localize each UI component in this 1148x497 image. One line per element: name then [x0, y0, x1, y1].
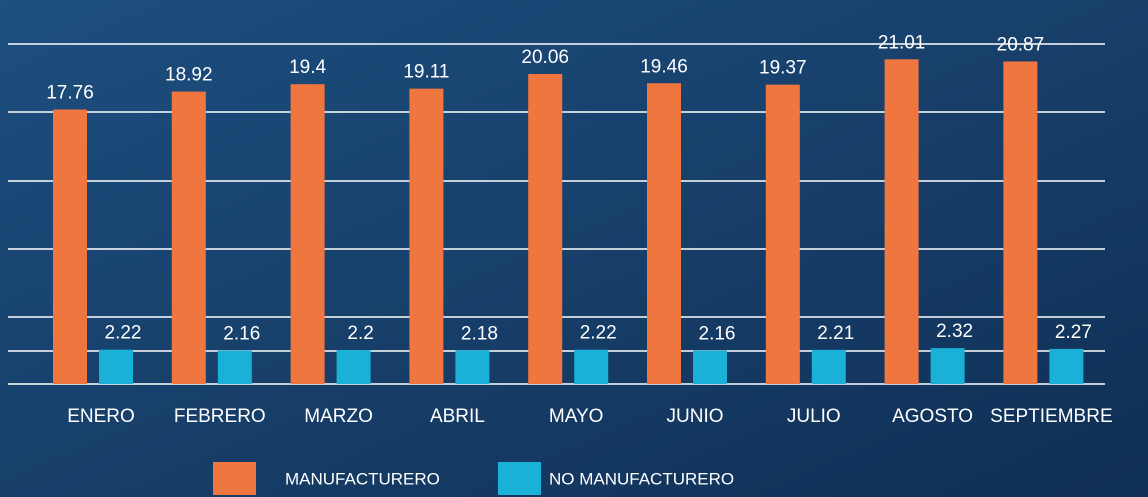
- bar: [574, 349, 609, 384]
- data-label: 18.92: [165, 65, 213, 86]
- bar: [647, 83, 681, 384]
- bar: [811, 349, 846, 384]
- bar: [930, 348, 965, 384]
- bar: [455, 350, 490, 384]
- x-tick-label: FEBRERO: [174, 406, 266, 427]
- x-tick-label: MAYO: [549, 406, 604, 427]
- data-label: 19.46: [640, 56, 688, 77]
- legend-label: MANUFACTURERO: [285, 469, 440, 488]
- data-label: 2.22: [580, 323, 617, 344]
- bar: [409, 88, 444, 384]
- x-tick-label: ABRIL: [430, 406, 485, 427]
- data-label: 2.16: [223, 324, 260, 345]
- bar: [528, 73, 563, 385]
- legend-swatch: [213, 462, 256, 495]
- data-label: 2.18: [461, 323, 498, 344]
- data-label: 2.16: [699, 324, 736, 345]
- data-label: 2.21: [817, 323, 854, 344]
- bar: [693, 350, 727, 384]
- data-label: 20.06: [521, 47, 569, 68]
- data-label: 2.22: [105, 323, 142, 344]
- data-label: 19.4: [289, 57, 326, 78]
- data-label: 19.11: [403, 62, 449, 83]
- x-tick-label: JULIO: [787, 406, 841, 427]
- x-tick-label: AGOSTO: [892, 406, 973, 427]
- data-label: 2.27: [1055, 322, 1092, 343]
- data-label: 21.01: [878, 32, 926, 53]
- bar: [171, 91, 206, 384]
- bar: [336, 350, 371, 384]
- bar: [765, 84, 800, 385]
- x-tick-label: ENERO: [67, 406, 135, 427]
- bar: [53, 109, 87, 384]
- data-label: 19.37: [759, 58, 807, 79]
- x-tick-label: JUNIO: [667, 406, 724, 427]
- data-label: 17.76: [46, 83, 94, 104]
- bar: [1003, 61, 1038, 385]
- bar: [1049, 348, 1084, 384]
- bar: [99, 349, 133, 384]
- bar: [217, 350, 252, 384]
- bar: [290, 84, 325, 384]
- data-label: 2.32: [936, 321, 973, 342]
- x-tick-label: SEPTIEMBRE: [990, 406, 1112, 427]
- legend-label: NO MANUFACTURERO: [549, 469, 734, 488]
- bar: [884, 59, 919, 385]
- x-tick-label: MARZO: [304, 406, 373, 427]
- data-label: 2.2: [347, 323, 373, 344]
- data-label: 20.87: [997, 34, 1045, 55]
- legend-swatch: [498, 462, 541, 495]
